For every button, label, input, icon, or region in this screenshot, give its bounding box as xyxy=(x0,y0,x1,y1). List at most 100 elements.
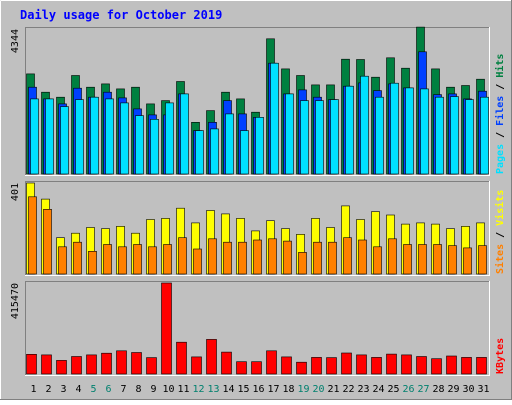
bar-kbytes-day-29 xyxy=(446,355,457,375)
bar-sites-day-30 xyxy=(463,247,472,275)
bar-pages-day-9 xyxy=(150,119,159,175)
bar-sites-day-31 xyxy=(478,245,487,275)
bar-pages-day-16 xyxy=(255,117,264,175)
x-tick-label-day-21: 21 xyxy=(327,384,339,395)
bar-pages-day-4 xyxy=(75,99,84,175)
legend-separator: / xyxy=(495,226,506,244)
bar-pages-day-27 xyxy=(420,88,429,175)
bar-kbytes-day-28 xyxy=(431,358,442,375)
legend-files: Files xyxy=(494,96,506,126)
bar-pages-day-29 xyxy=(450,96,459,175)
bar-pages-day-5 xyxy=(90,96,99,175)
x-tick-label-day-26: 26 xyxy=(402,384,414,395)
bar-kbytes-day-7 xyxy=(116,350,127,375)
panel-kbytes: 415470 KBytes xyxy=(10,281,506,376)
bar-sites-day-14 xyxy=(223,241,232,275)
x-tick-label-day-12: 12 xyxy=(192,384,204,395)
bar-pages-day-1 xyxy=(30,98,39,175)
bar-pages-day-28 xyxy=(435,96,444,175)
legend-separator: / xyxy=(495,78,506,96)
x-tick-label-day-1: 1 xyxy=(30,384,36,395)
x-tick-label-day-9: 9 xyxy=(150,384,156,395)
bar-sites-day-3 xyxy=(58,246,67,275)
bar-pages-day-7 xyxy=(120,102,129,175)
bar-sites-day-13 xyxy=(208,238,217,275)
bar-pages-day-11 xyxy=(180,93,189,175)
bar-pages-day-14 xyxy=(225,113,234,175)
bar-pages-day-8 xyxy=(135,115,144,175)
bar-sites-day-18 xyxy=(283,240,292,275)
bar-pages-day-22 xyxy=(345,85,354,175)
y-max-label: 415470 xyxy=(10,283,21,319)
legend-visits: Visits xyxy=(494,190,506,226)
bar-kbytes-day-16 xyxy=(251,361,262,375)
x-tick-label-day-22: 22 xyxy=(342,384,354,395)
bar-sites-day-6 xyxy=(103,244,112,275)
bar-pages-day-18 xyxy=(285,93,294,175)
bar-kbytes-day-3 xyxy=(56,360,67,375)
bar-sites-day-19 xyxy=(298,252,307,275)
chart-title: Daily usage for October 2019 xyxy=(20,8,222,22)
panel-legend: Pages / Files / Hits xyxy=(494,54,506,174)
bar-kbytes-day-24 xyxy=(371,357,382,375)
bar-sites-day-8 xyxy=(133,244,142,275)
x-tick-label-day-10: 10 xyxy=(162,384,174,395)
x-axis-day-labels: 1 2 3 4 5 6 7 8 9 10 11 12 13 14 15 16 17 18 19 20 21 22 23 24 2… xyxy=(30,384,489,395)
bar-sites-day-26 xyxy=(403,244,412,275)
legend-separator: / xyxy=(495,126,506,144)
bar-sites-day-17 xyxy=(268,238,277,275)
bar-sites-day-27 xyxy=(418,244,427,275)
x-tick-label-day-28: 28 xyxy=(432,384,444,395)
bar-sites-day-11 xyxy=(178,237,187,275)
x-tick-label-day-8: 8 xyxy=(135,384,141,395)
bar-kbytes-day-12 xyxy=(191,356,202,375)
y-max-label: 401 xyxy=(10,183,21,201)
x-tick-label-day-2: 2 xyxy=(45,384,51,395)
bar-sites-day-7 xyxy=(118,246,127,275)
x-tick-label-day-23: 23 xyxy=(357,384,369,395)
bar-sites-day-12 xyxy=(193,248,202,275)
bar-kbytes-day-19 xyxy=(296,361,307,375)
bar-sites-day-24 xyxy=(373,246,382,275)
bar-kbytes-day-25 xyxy=(386,353,397,375)
legend-text: Sites / Visits xyxy=(494,190,506,274)
bar-sites-day-2 xyxy=(43,209,52,275)
bar-kbytes-day-4 xyxy=(71,356,82,375)
bar-sites-day-15 xyxy=(238,241,247,275)
x-tick-label-day-18: 18 xyxy=(282,384,294,395)
bar-pages-day-2 xyxy=(45,98,54,175)
bar-pages-day-23 xyxy=(360,75,369,175)
bar-kbytes-day-17 xyxy=(266,350,277,375)
x-tick-label-day-11: 11 xyxy=(177,384,189,395)
bar-sites-day-10 xyxy=(163,244,172,275)
bar-sites-day-16 xyxy=(253,239,262,275)
bar-pages-day-3 xyxy=(60,106,69,175)
bar-kbytes-day-1 xyxy=(26,353,37,375)
bar-pages-day-30 xyxy=(465,99,474,175)
bar-kbytes-day-6 xyxy=(101,352,112,375)
legend-text: KBytes xyxy=(495,338,506,374)
bar-kbytes-day-10 xyxy=(161,282,172,375)
y-max-label: 4344 xyxy=(10,29,21,53)
bar-kbytes-day-9 xyxy=(146,357,157,375)
bar-kbytes-day-13 xyxy=(206,339,217,375)
legend-kbytes: KBytes xyxy=(495,338,506,374)
x-tick-label-day-24: 24 xyxy=(372,384,384,395)
bar-kbytes-day-11 xyxy=(176,341,187,375)
legend-pages: Pages xyxy=(495,144,506,174)
bar-sites-day-21 xyxy=(328,241,337,275)
x-tick-label-day-5: 5 xyxy=(90,384,96,395)
bar-pages-day-24 xyxy=(375,96,384,175)
bar-sites-day-5 xyxy=(88,251,97,275)
x-tick-label-day-4: 4 xyxy=(75,384,81,395)
x-tick-label-day-30: 30 xyxy=(462,384,474,395)
bar-kbytes-day-30 xyxy=(461,357,472,375)
bar-kbytes-day-31 xyxy=(476,357,487,375)
legend-text: Pages / Files / Hits xyxy=(494,54,506,174)
legend-hits: Hits xyxy=(494,54,506,78)
x-tick-label-day-13: 13 xyxy=(207,384,219,395)
x-tick-label-day-31: 31 xyxy=(477,384,489,395)
x-tick-label-day-19: 19 xyxy=(297,384,309,395)
bar-sites-day-25 xyxy=(388,238,397,275)
